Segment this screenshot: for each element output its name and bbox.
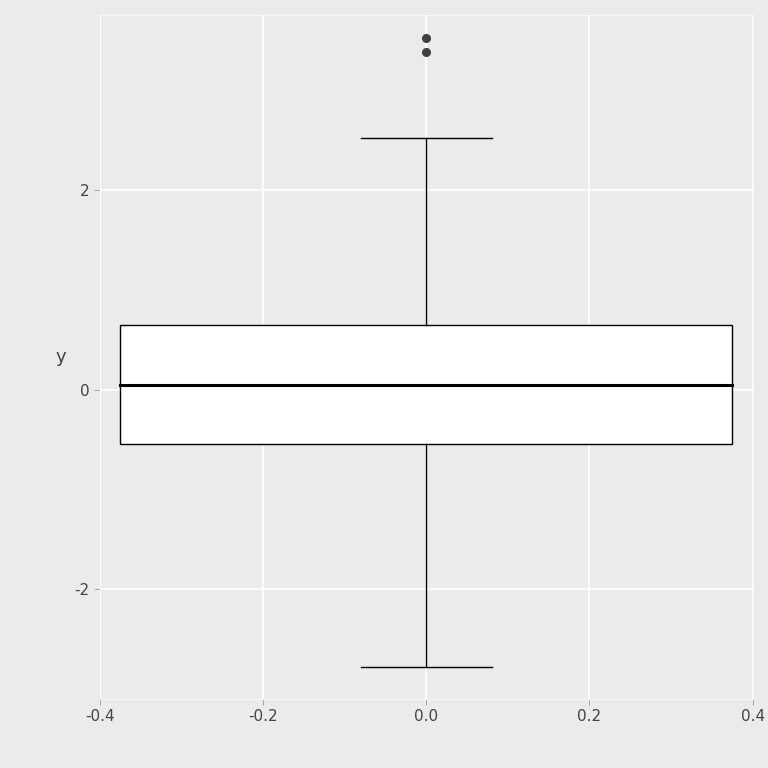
Y-axis label: y: y: [55, 348, 66, 366]
Bar: [121, 325, 732, 445]
